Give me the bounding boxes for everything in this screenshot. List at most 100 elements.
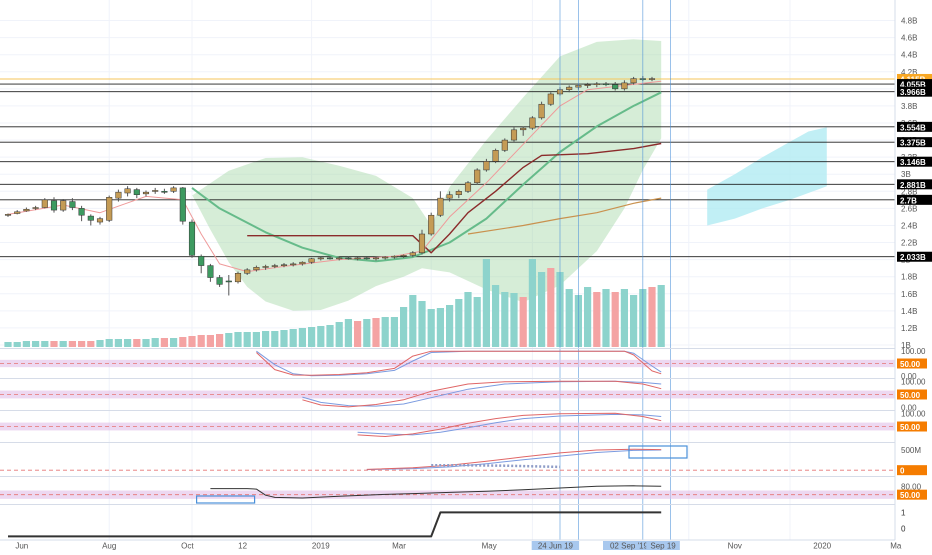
level-price-label: 2.881B: [900, 181, 926, 190]
volume-bar: [96, 340, 104, 347]
candle-body: [106, 197, 113, 221]
price-tick-label: 3.8B: [901, 102, 917, 111]
time-tick-label: Aug: [102, 542, 116, 551]
indicator-line-a: [210, 485, 662, 499]
candle-body: [253, 267, 260, 271]
time-tick-label: Oct: [181, 542, 194, 551]
volume-bar: [400, 307, 408, 347]
time-tick-label: May: [482, 542, 497, 551]
volume-bar: [547, 268, 555, 347]
level-price-box: [897, 156, 932, 167]
price-tick-label: 1.8B: [901, 273, 917, 282]
volume-bar: [216, 334, 224, 347]
candle-body: [566, 86, 573, 90]
ichimoku-cloud-area: [707, 127, 827, 226]
candle-body: [510, 129, 518, 141]
candle-body: [23, 208, 30, 212]
volume-bar: [409, 295, 417, 347]
volume-bar: [372, 318, 380, 347]
candle-body: [124, 188, 131, 194]
candle-body: [133, 189, 140, 195]
volume-bar: [68, 341, 76, 347]
price-tick-label: 2.4B: [901, 221, 917, 230]
volume-bar: [602, 289, 610, 347]
time-marker-box: [603, 541, 655, 550]
level-price-box: [897, 194, 932, 205]
level-price-box: [897, 73, 932, 84]
level-price-label: 3.146B: [900, 158, 926, 167]
time-marker-box: [646, 541, 680, 550]
candle-body: [179, 187, 186, 222]
candle-body: [216, 277, 223, 285]
time-tick-label: 02 Sep '19: [610, 542, 649, 551]
candle-body: [234, 273, 242, 283]
indicator-tick-label: 100.00: [901, 377, 926, 386]
volume-bar: [179, 337, 187, 347]
indicator-level-box: [897, 489, 927, 500]
volume-bar: [160, 338, 168, 347]
indicator-line-a: [357, 412, 662, 437]
indicator-tick-label: 0.00: [901, 404, 917, 413]
candle-body: [142, 191, 150, 195]
volume-bar: [41, 341, 49, 347]
candle-body: [612, 84, 619, 90]
indicator-line-b: [366, 449, 662, 471]
candle-body: [41, 199, 48, 208]
time-tick-label: 2019: [312, 542, 330, 551]
volume-bar: [170, 338, 178, 347]
volume-bar: [593, 292, 601, 347]
candle-body: [648, 78, 656, 80]
volume-bar: [510, 293, 518, 347]
volume-bar: [50, 341, 58, 347]
volume-bar: [32, 341, 40, 347]
candle-body: [170, 187, 177, 192]
time-tick-label: Mar: [392, 542, 406, 551]
volume-bar: [455, 299, 463, 347]
price-tick-label: 2.2B: [901, 239, 917, 248]
candle-body: [78, 208, 85, 216]
candle-body: [584, 84, 591, 86]
volume-bar: [363, 319, 371, 347]
candle-body: [437, 197, 444, 216]
indicator-band: [0, 490, 895, 499]
candlesticks: [4, 76, 656, 296]
candle-body: [152, 190, 159, 192]
time-tick-label: 24 Jun 19: [538, 542, 574, 551]
price-tick-label: 4.6B: [901, 34, 917, 43]
time-tick-label: 2020: [813, 542, 831, 551]
candle-body: [428, 214, 435, 235]
volume-bar: [78, 341, 86, 347]
volume-bar: [197, 335, 205, 347]
indicator-tick-label: 0.00: [901, 372, 917, 381]
level-price-label: 2.033B: [900, 253, 926, 262]
indicator-line-a: [302, 380, 662, 408]
indicator-level-box: [897, 465, 927, 476]
price-axis: 4.8B4.6B4.4B4.2B4B3.8B3.6B3.4B3.2B3B2.8B…: [894, 0, 932, 540]
price-tick-label: 4.2B: [901, 68, 917, 77]
indicator-level-label: 50.00: [900, 491, 921, 500]
candle-body: [115, 191, 122, 199]
candle-body: [60, 200, 67, 211]
candle-body: [345, 257, 352, 260]
candle-body: [50, 200, 58, 211]
volume-bar: [446, 305, 454, 347]
volume-bar: [492, 285, 500, 347]
candle-body: [32, 207, 39, 209]
candle-body: [602, 83, 610, 85]
volume-bar: [206, 335, 214, 347]
price-tick-label: 4.4B: [901, 51, 917, 60]
candle-body: [317, 257, 324, 260]
volume-bars: [4, 259, 665, 347]
time-tick-label: Sep 19: [650, 542, 676, 551]
price-tick-label: 1.4B: [901, 307, 917, 316]
candle-body: [391, 255, 398, 258]
volume-bar: [648, 287, 656, 347]
indicator-line-a: [256, 350, 662, 376]
indicator-panes: 50.00100.000.0050.00100.000.0050.00100.0…: [0, 347, 927, 538]
volume-bar: [252, 332, 260, 347]
volume-bar: [298, 328, 306, 347]
candle-body: [161, 191, 168, 193]
bollinger-band: [192, 39, 662, 311]
indicator-dashed-line: [431, 464, 561, 469]
